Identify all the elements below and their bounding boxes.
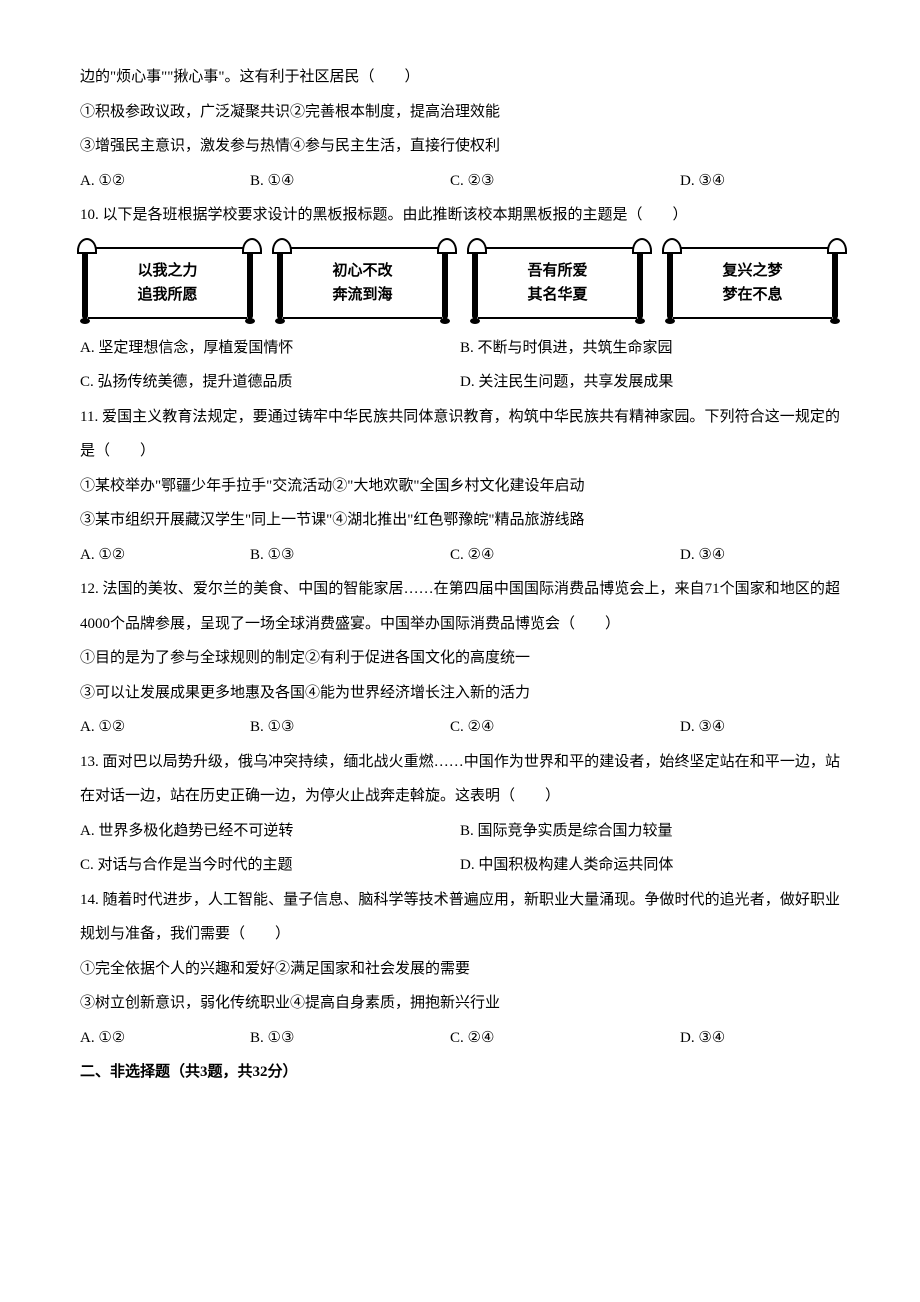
q14-stem: 14. 随着时代进步，人工智能、量子信息、脑科学等技术普遍应用，新职业大量涌现。… <box>80 883 840 952</box>
q13-opt-c: C. 对话与合作是当今时代的主题 <box>80 848 460 883</box>
q10-opt-b: B. 不断与时俱进，共筑生命家园 <box>460 331 840 366</box>
q12-opt-d: D. ③④ <box>680 710 830 745</box>
q11-statement-1: ①某校举办"鄂疆少年手拉手"交流活动②"大地欢歌"全国乡村文化建设年启动 <box>80 469 840 504</box>
scroll-rod-icon <box>247 247 253 319</box>
scroll-4: 复兴之梦 梦在不息 <box>667 247 838 319</box>
scroll-2-body: 初心不改 奔流到海 <box>283 247 442 319</box>
q9-opt-d: D. ③④ <box>680 164 830 199</box>
scroll-2: 初心不改 奔流到海 <box>277 247 448 319</box>
q9-options: A. ①② B. ①④ C. ②③ D. ③④ <box>80 164 840 199</box>
scroll-rod-icon <box>637 247 643 319</box>
scroll-rod-icon <box>472 247 478 319</box>
q9-statement-2: ③增强民主意识，激发参与热情④参与民主生活，直接行使权利 <box>80 129 840 164</box>
q13-options-row2: C. 对话与合作是当今时代的主题 D. 中国积极构建人类命运共同体 <box>80 848 840 883</box>
scroll-line: 复兴之梦 <box>679 259 826 283</box>
q12-statement-1: ①目的是为了参与全球规则的制定②有利于促进各国文化的高度统一 <box>80 641 840 676</box>
scroll-3: 吾有所爱 其名华夏 <box>472 247 643 319</box>
q9-opt-a: A. ①② <box>80 164 250 199</box>
q12-opt-b: B. ①③ <box>250 710 450 745</box>
q10-opt-d: D. 关注民生问题，共享发展成果 <box>460 365 840 400</box>
q14-opt-c: C. ②④ <box>450 1021 680 1056</box>
q10-opt-c: C. 弘扬传统美德，提升道德品质 <box>80 365 460 400</box>
scroll-4-body: 复兴之梦 梦在不息 <box>673 247 832 319</box>
q10-opt-a: A. 坚定理想信念，厚植爱国情怀 <box>80 331 460 366</box>
q12-options: A. ①② B. ①③ C. ②④ D. ③④ <box>80 710 840 745</box>
q11-options: A. ①② B. ①③ C. ②④ D. ③④ <box>80 538 840 573</box>
q12-opt-a: A. ①② <box>80 710 250 745</box>
q9-stem-tail: 边的"烦心事""揪心事"。这有利于社区居民（ ） <box>80 60 840 95</box>
q12-stem: 12. 法国的美妆、爱尔兰的美食、中国的智能家居……在第四届中国国际消费品博览会… <box>80 572 840 641</box>
q10-options-row2: C. 弘扬传统美德，提升道德品质 D. 关注民生问题，共享发展成果 <box>80 365 840 400</box>
q10-stem: 10. 以下是各班根据学校要求设计的黑板报标题。由此推断该校本期黑板报的主题是（… <box>80 198 840 233</box>
q13-stem: 13. 面对巴以局势升级，俄乌冲突持续，缅北战火重燃……中国作为世界和平的建设者… <box>80 745 840 814</box>
q14-options: A. ①② B. ①③ C. ②④ D. ③④ <box>80 1021 840 1056</box>
q9-statement-1: ①积极参政议政，广泛凝聚共识②完善根本制度，提高治理效能 <box>80 95 840 130</box>
q11-opt-a: A. ①② <box>80 538 250 573</box>
q11-opt-b: B. ①③ <box>250 538 450 573</box>
scroll-line: 梦在不息 <box>679 283 826 307</box>
q13-opt-a: A. 世界多极化趋势已经不可逆转 <box>80 814 460 849</box>
q11-opt-d: D. ③④ <box>680 538 830 573</box>
q13-options-row1: A. 世界多极化趋势已经不可逆转 B. 国际竞争实质是综合国力较量 <box>80 814 840 849</box>
q14-opt-a: A. ①② <box>80 1021 250 1056</box>
q12-statement-2: ③可以让发展成果更多地惠及各国④能为世界经济增长注入新的活力 <box>80 676 840 711</box>
scroll-line: 初心不改 <box>289 259 436 283</box>
q11-stem: 11. 爱国主义教育法规定，要通过铸牢中华民族共同体意识教育，构筑中华民族共有精… <box>80 400 840 469</box>
scroll-rod-icon <box>832 247 838 319</box>
q9-opt-b: B. ①④ <box>250 164 450 199</box>
q14-statement-1: ①完全依据个人的兴趣和爱好②满足国家和社会发展的需要 <box>80 952 840 987</box>
q10-options-row1: A. 坚定理想信念，厚植爱国情怀 B. 不断与时俱进，共筑生命家园 <box>80 331 840 366</box>
scroll-rod-icon <box>667 247 673 319</box>
q9-opt-c: C. ②③ <box>450 164 680 199</box>
scroll-3-body: 吾有所爱 其名华夏 <box>478 247 637 319</box>
scroll-rod-icon <box>442 247 448 319</box>
scroll-line: 其名华夏 <box>484 283 631 307</box>
q14-opt-d: D. ③④ <box>680 1021 830 1056</box>
scroll-line: 追我所愿 <box>94 283 241 307</box>
q13-opt-b: B. 国际竞争实质是综合国力较量 <box>460 814 840 849</box>
q14-statement-2: ③树立创新意识，弱化传统职业④提高自身素质，拥抱新兴行业 <box>80 986 840 1021</box>
scroll-line: 奔流到海 <box>289 283 436 307</box>
scroll-rod-icon <box>277 247 283 319</box>
q11-statement-2: ③某市组织开展藏汉学生"同上一节课"④湖北推出"红色鄂豫皖"精品旅游线路 <box>80 503 840 538</box>
q13-opt-d: D. 中国积极构建人类命运共同体 <box>460 848 840 883</box>
q10-scrolls: 以我之力 追我所愿 初心不改 奔流到海 吾有所爱 其名华夏 复兴之梦 梦在不息 <box>80 247 840 319</box>
scroll-1-body: 以我之力 追我所愿 <box>88 247 247 319</box>
scroll-line: 吾有所爱 <box>484 259 631 283</box>
q11-opt-c: C. ②④ <box>450 538 680 573</box>
q14-opt-b: B. ①③ <box>250 1021 450 1056</box>
scroll-line: 以我之力 <box>94 259 241 283</box>
scroll-1: 以我之力 追我所愿 <box>82 247 253 319</box>
q12-opt-c: C. ②④ <box>450 710 680 745</box>
section-2-header: 二、非选择题（共3题，共32分） <box>80 1055 840 1090</box>
scroll-rod-icon <box>82 247 88 319</box>
